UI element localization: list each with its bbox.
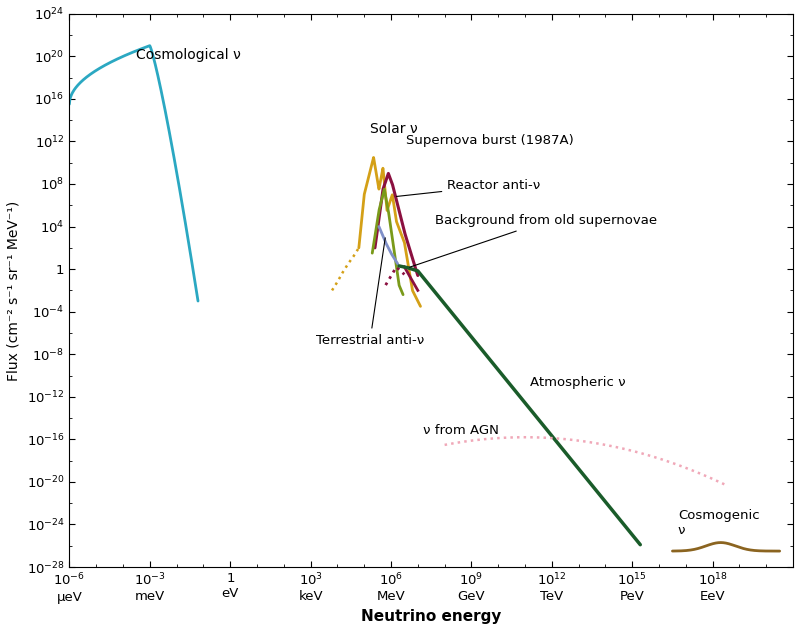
Text: Atmospheric ν: Atmospheric ν	[530, 376, 626, 389]
Text: Background from old supernovae: Background from old supernovae	[410, 215, 658, 267]
X-axis label: Neutrino energy: Neutrino energy	[361, 609, 502, 624]
Y-axis label: Flux (cm⁻² s⁻¹ sr⁻¹ MeV⁻¹): Flux (cm⁻² s⁻¹ sr⁻¹ MeV⁻¹)	[7, 200, 21, 380]
Text: ν from AGN: ν from AGN	[423, 424, 499, 437]
Text: Supernova burst (1987A): Supernova burst (1987A)	[406, 134, 574, 147]
Text: Reactor anti-ν: Reactor anti-ν	[397, 179, 541, 196]
Text: Cosmological ν: Cosmological ν	[136, 47, 242, 62]
Text: Solar ν: Solar ν	[370, 122, 418, 136]
Text: Cosmogenic
ν: Cosmogenic ν	[678, 509, 759, 536]
Text: Terrestrial anti-ν: Terrestrial anti-ν	[316, 238, 424, 346]
